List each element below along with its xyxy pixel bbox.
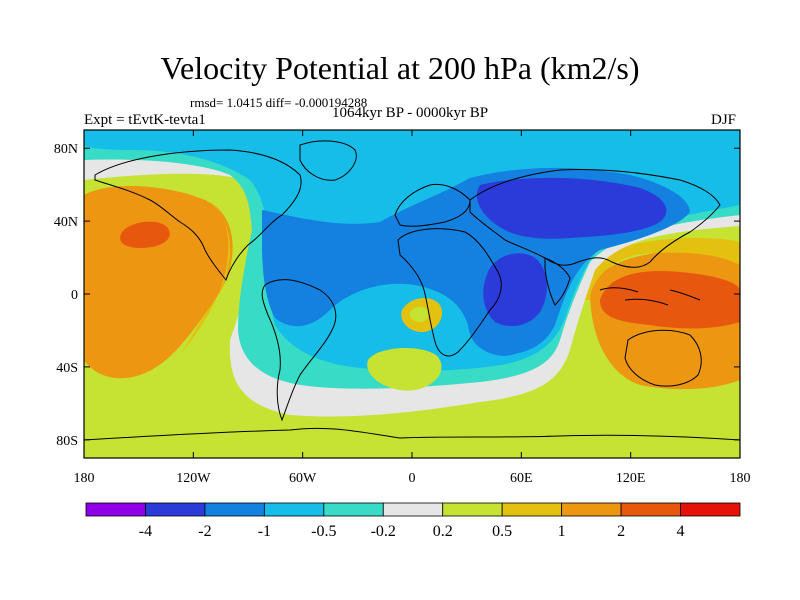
lon-label: 60W (289, 471, 317, 486)
lon-label: 180 (730, 471, 751, 486)
colorbar-label: 1 (558, 523, 566, 540)
colorbar-swatch (501, 502, 563, 517)
colorbar-swatch (85, 502, 146, 517)
colorbar-swatch (680, 502, 741, 517)
colorbar-label: 0.2 (433, 523, 453, 540)
colorbar-swatch (145, 502, 206, 517)
lon-label: 60E (510, 471, 533, 486)
colorbar-label: 2 (617, 523, 625, 540)
colorbar-swatch (442, 502, 503, 517)
coast-maritime (599, 287, 701, 306)
rmsd-diff-stats: rmsd= 1.0415 diff= -0.000194288 (190, 95, 368, 110)
field-southern-band (84, 395, 740, 458)
coast-greenland (299, 140, 357, 181)
field-wpacific-0.5-1 (575, 238, 740, 300)
field-socean-0.2-0.5 (367, 347, 442, 391)
coast-antarctica (84, 427, 740, 441)
colorbar-swatch (561, 502, 622, 517)
colorbar-label: -4 (139, 523, 152, 540)
experiment-label: Expt = tEvtK-tevta1 (84, 112, 206, 128)
field-darkblue-africa (483, 253, 547, 327)
colorbar-label: -0.5 (311, 523, 336, 540)
axis-labels: 80N 40N 0 40S 80S 180 120W 60W 0 60E 120E 180 (54, 142, 751, 486)
lat-label: 80S (56, 434, 78, 449)
lon-label: 180 (74, 471, 95, 486)
axis-ticks (83, 130, 741, 458)
coast-australia (624, 329, 702, 387)
coast-north-america (94, 149, 302, 282)
colorbar-label: -2 (198, 523, 211, 540)
colorbar-swatch (382, 502, 444, 517)
colorbar-swatch (620, 502, 681, 517)
lon-label: 120E (616, 471, 646, 486)
field-maritime-2-4 (600, 270, 740, 329)
lon-label: 120W (176, 471, 211, 486)
coast-africa (397, 228, 502, 357)
field-satlantic-0.2-0.5 (409, 306, 429, 322)
figure-title: Velocity Potential at 200 hPa (km2/s) (160, 50, 640, 86)
colorbar-label: 4 (677, 523, 685, 540)
coast-india (544, 257, 571, 306)
colorbar: -4 -2 -1 -0.5 -0.2 0.2 0.5 1 2 4 (85, 502, 741, 540)
lat-label: 40S (56, 361, 78, 376)
field-npacific-2-4 (120, 221, 170, 248)
lon-label: 0 (409, 471, 416, 486)
colorbar-swatch (204, 502, 265, 517)
coast-south-america (261, 279, 337, 422)
colorbar-swatch (323, 502, 384, 517)
colorbar-label: -1 (258, 523, 271, 540)
colorbar-swatch (263, 502, 325, 517)
colorbar-label: 0.5 (492, 523, 512, 540)
coast-asia (469, 168, 721, 268)
period-label: 1064kyr BP - 0000kyr BP (331, 105, 489, 121)
season-label: DJF (711, 112, 737, 128)
field-darkblue-asia (476, 177, 667, 239)
map-field (84, 130, 740, 458)
lat-label: 0 (71, 288, 78, 303)
lat-label: 40N (54, 215, 78, 230)
coastlines (84, 140, 740, 441)
colorbar-label: -0.2 (371, 523, 396, 540)
lat-label: 80N (54, 142, 78, 157)
